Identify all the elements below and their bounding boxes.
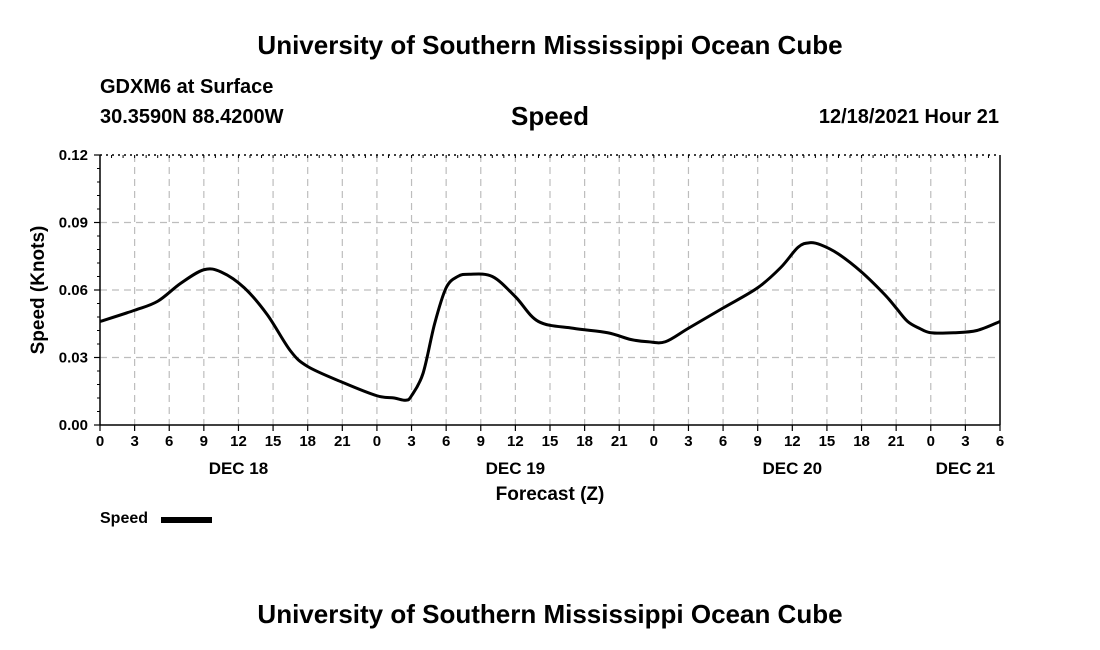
- day-label: DEC 20: [763, 459, 823, 478]
- legend-label: Speed: [100, 510, 149, 527]
- x-tick-label: 9: [200, 433, 208, 450]
- station-label: GDXM6 at Surface: [100, 76, 274, 98]
- x-tick-label: 18: [576, 433, 593, 450]
- x-tick-label: 15: [542, 433, 559, 450]
- y-tick-label: 0.12: [59, 147, 88, 164]
- x-tick-label: 3: [130, 433, 138, 450]
- x-tick-label: 9: [754, 433, 762, 450]
- x-axis-title: Forecast (Z): [496, 484, 605, 505]
- x-tick-label: 3: [407, 433, 415, 450]
- x-tick-label: 6: [996, 433, 1004, 450]
- x-tick-label: 15: [265, 433, 282, 450]
- page-title: University of Southern Mississippi Ocean…: [257, 30, 843, 60]
- x-tick-label: 12: [507, 433, 524, 450]
- x-tick-label: 3: [961, 433, 969, 450]
- y-tick-label: 0.06: [59, 282, 88, 299]
- footer-title: University of Southern Mississippi Ocean…: [257, 599, 843, 629]
- x-tick-label: 6: [442, 433, 450, 450]
- x-tick-label: 6: [165, 433, 173, 450]
- x-tick-label: 9: [477, 433, 485, 450]
- y-tick-label: 0.03: [59, 350, 88, 367]
- x-tick-label: 0: [96, 433, 104, 450]
- speed-series-line: [99, 241, 1001, 402]
- y-tick-label: 0.09: [59, 215, 88, 232]
- axis-labels: 0 3 6 9 12 15 18 21 0 3 6 9 12 15 18 21 0 3 6 9 12 15 18 21 0 3 6 0…: [28, 147, 1004, 505]
- series-group: [99, 241, 1001, 402]
- day-label: DEC 21: [936, 459, 996, 478]
- x-tick-label: 3: [684, 433, 692, 450]
- forecast-date-hour: 12/18/2021 Hour 21: [818, 106, 999, 128]
- day-label: DEC 18: [209, 459, 269, 478]
- grid: [100, 155, 1000, 425]
- legend-swatch: [161, 517, 212, 523]
- x-tick-label: 12: [784, 433, 801, 450]
- x-tick-label: 21: [611, 433, 628, 450]
- y-tick-label: 0.00: [59, 417, 88, 434]
- chart-title: Speed: [510, 101, 590, 131]
- x-tick-label: 0: [650, 433, 658, 450]
- x-tick-label: 21: [888, 433, 905, 450]
- x-tick-label: 0: [927, 433, 935, 450]
- axis-ticks: [94, 154, 1001, 431]
- x-tick-label: 6: [719, 433, 727, 450]
- y-axis-title: Speed (Knots): [28, 226, 49, 355]
- x-tick-label: 15: [819, 433, 836, 450]
- plot-frame: [99, 154, 1001, 426]
- day-label: DEC 19: [486, 459, 546, 478]
- x-tick-label: 18: [853, 433, 870, 450]
- x-tick-label: 0: [373, 433, 381, 450]
- x-tick-label: 18: [299, 433, 316, 450]
- x-tick-label: 12: [230, 433, 247, 450]
- coordinates-label: 30.3590N 88.4200W: [100, 106, 284, 128]
- x-tick-label: 21: [334, 433, 351, 450]
